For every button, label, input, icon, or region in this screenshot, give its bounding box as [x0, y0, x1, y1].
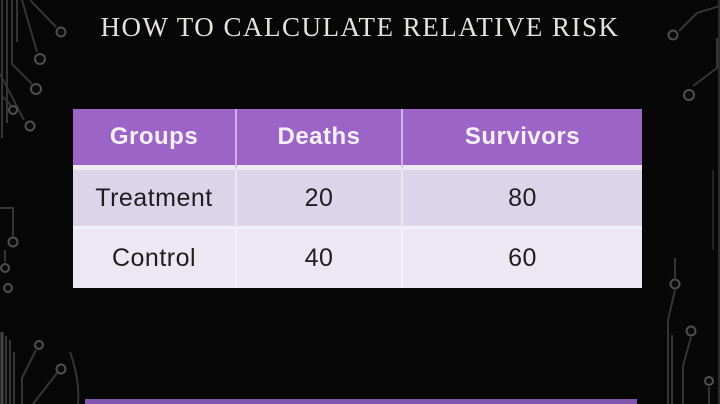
cell-control-survivors: 60	[403, 229, 642, 288]
cell-treatment-survivors: 80	[403, 170, 642, 229]
cell-treatment-group: Treatment	[73, 170, 237, 229]
next-slide-edge-bar	[85, 399, 637, 404]
column-header-survivors: Survivors	[403, 109, 642, 170]
cell-control-group: Control	[73, 229, 237, 288]
slide-title: HOW TO CALCULATE RELATIVE RISK	[100, 12, 620, 42]
column-header-deaths: Deaths	[237, 109, 403, 170]
cell-treatment-deaths: 20	[237, 170, 403, 229]
column-header-groups: Groups	[73, 109, 237, 170]
cell-control-deaths: 40	[237, 229, 403, 288]
relative-risk-table: Groups Deaths Survivors Treatment 20 80 …	[73, 109, 642, 288]
